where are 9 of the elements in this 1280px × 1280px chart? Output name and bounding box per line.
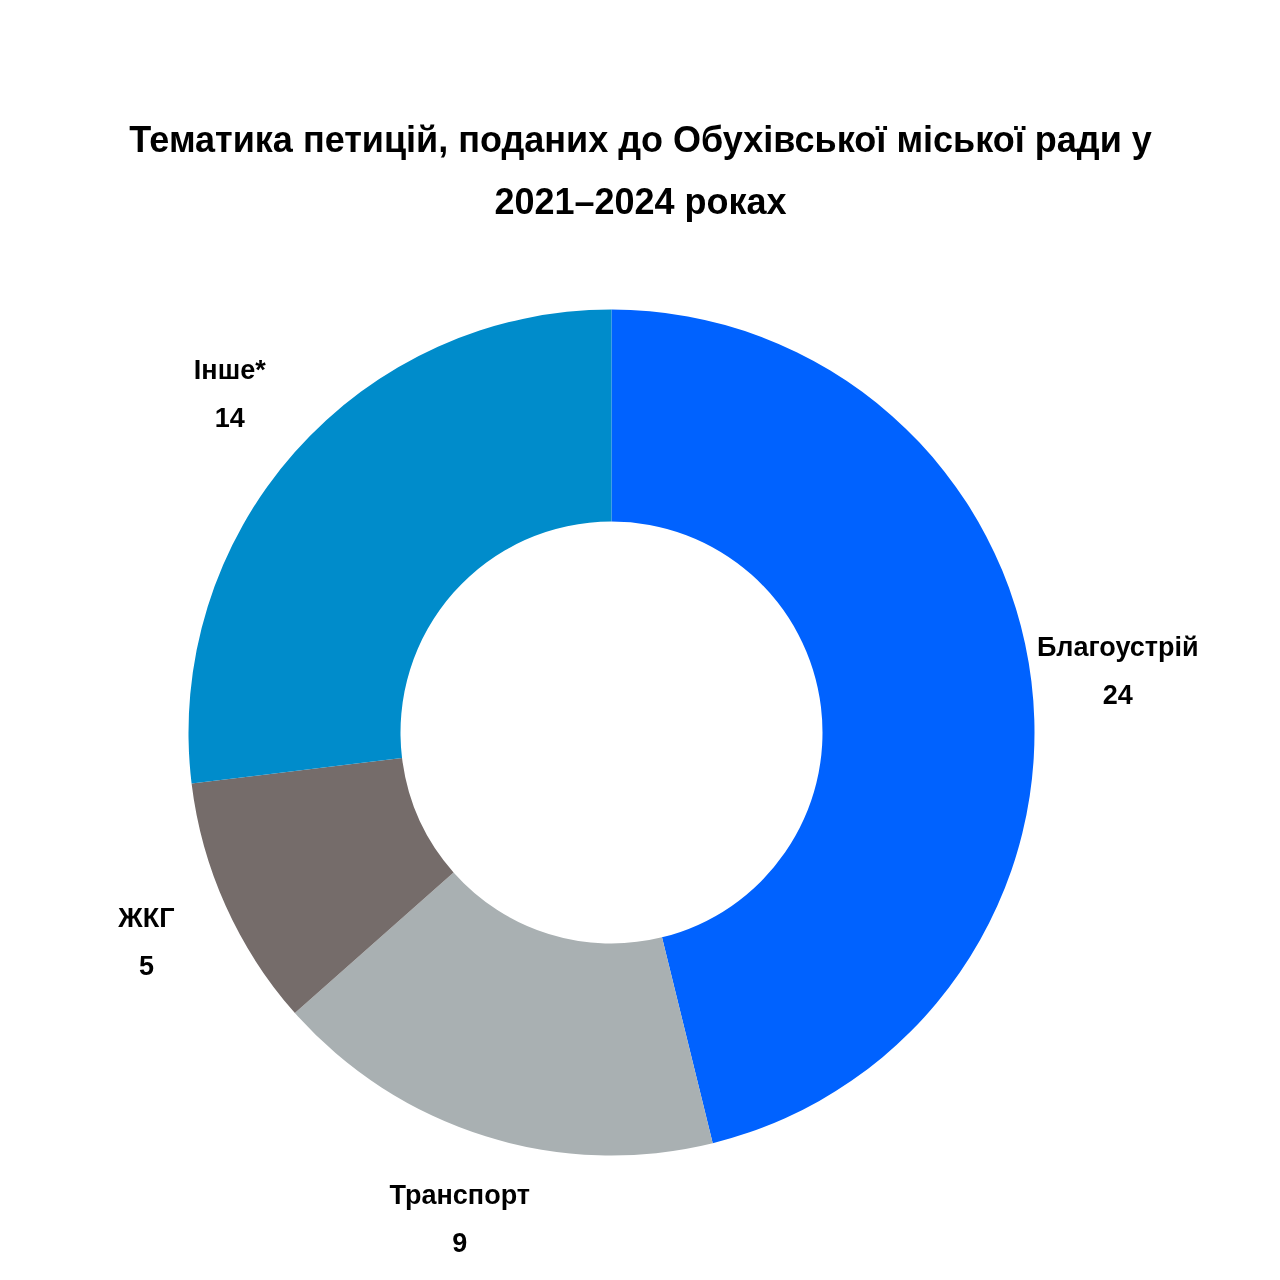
data-label: 9 <box>452 1228 468 1259</box>
chart-title: Тематика петицій, поданих до Обухівської міської ради у 2021–2024 роках <box>129 119 1152 222</box>
data-label: 14 <box>214 403 245 434</box>
data-label: 24 <box>1102 680 1133 711</box>
slice-label: Благоустрій <box>1036 632 1199 663</box>
slice-label: Інше* <box>193 355 267 386</box>
data-label: 5 <box>138 950 154 981</box>
slice-label: Транспорт <box>389 1180 531 1211</box>
slice-label: ЖКГ <box>117 902 175 933</box>
